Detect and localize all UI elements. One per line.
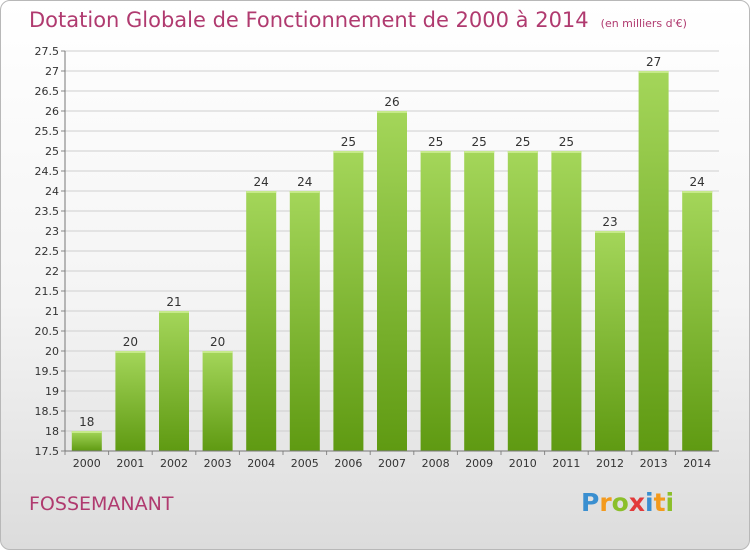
data-label-2003: 20 xyxy=(210,335,225,349)
bar-top-highlight xyxy=(71,431,102,433)
bar-2010 xyxy=(507,151,538,451)
bar-2003 xyxy=(202,351,233,451)
y-tick-label: 26.5 xyxy=(35,85,60,98)
x-tick-label-2013: 2013 xyxy=(640,457,668,470)
y-tick-label: 18.5 xyxy=(35,405,60,418)
x-tick-label-2002: 2002 xyxy=(160,457,188,470)
y-tick-label: 25.5 xyxy=(35,125,60,138)
bar-2012 xyxy=(595,231,625,451)
bar-2002 xyxy=(159,311,189,451)
chart-unit: (en milliers d'€) xyxy=(600,17,687,30)
y-axis-ticks: 17.5 18 18.5 19 19.5 20 20.5 21 21.5 22 22.5 23 23.5… xyxy=(35,45,65,458)
x-tick-label-2003: 2003 xyxy=(204,457,232,470)
bar-top-highlight xyxy=(682,191,713,193)
bar-top-highlight xyxy=(246,191,277,193)
x-tick-label-2011: 2011 xyxy=(552,457,580,470)
x-tick-label-2004: 2004 xyxy=(247,457,275,470)
bar-2011 xyxy=(551,151,582,451)
proxiti-logo: Proxiti xyxy=(581,488,675,517)
y-tick-label: 26 xyxy=(45,105,59,118)
data-label-2000: 18 xyxy=(79,415,94,429)
bar-top-highlight xyxy=(551,151,582,153)
bar-top-highlight xyxy=(333,151,364,153)
y-tick-label: 23 xyxy=(45,225,59,238)
y-tick-label: 27.5 xyxy=(35,45,60,58)
x-axis-ticks: 2000 2001 2002 2003 2004 2005 2006 2007 2008 2009… xyxy=(64,451,711,470)
x-tick-label-2007: 2007 xyxy=(378,457,406,470)
data-labels: 18 20 21 20 24 24 25 26 25 25 25 25 23 27 24 xyxy=(79,55,705,429)
x-tick-label-2010: 2010 xyxy=(509,457,537,470)
y-tick-label: 24.5 xyxy=(35,165,60,178)
bar-2007 xyxy=(377,111,407,451)
bar-2014 xyxy=(682,191,713,451)
data-label-2014: 24 xyxy=(690,175,705,189)
bar-2008 xyxy=(420,151,451,451)
data-label-2009: 25 xyxy=(472,135,487,149)
bar-top-highlight xyxy=(595,231,625,233)
y-tick-label: 18 xyxy=(45,425,59,438)
data-label-2013: 27 xyxy=(646,55,661,69)
bar-2006 xyxy=(333,151,364,451)
x-tick-label-2009: 2009 xyxy=(465,457,493,470)
axes xyxy=(64,51,719,452)
bars xyxy=(71,71,713,451)
x-tick-label-2012: 2012 xyxy=(596,457,624,470)
x-tick-label-2006: 2006 xyxy=(334,457,362,470)
y-tick-label: 21 xyxy=(45,305,59,318)
y-tick-label: 22.5 xyxy=(35,245,60,258)
data-label-2002: 21 xyxy=(166,295,181,309)
y-tick-label: 21.5 xyxy=(35,285,60,298)
data-label-2007: 26 xyxy=(384,95,399,109)
data-label-2001: 20 xyxy=(123,335,138,349)
y-tick-label: 20.5 xyxy=(35,325,60,338)
data-label-2006: 25 xyxy=(341,135,356,149)
y-tick-label: 24 xyxy=(45,185,59,198)
x-tick-label-2014: 2014 xyxy=(683,457,711,470)
y-tick-label: 22 xyxy=(45,265,59,278)
y-tick-label: 25 xyxy=(45,145,59,158)
bar-top-highlight xyxy=(377,111,407,113)
bar-2005 xyxy=(289,191,320,451)
y-tick-label: 27 xyxy=(45,65,59,78)
y-tick-label: 20 xyxy=(45,345,59,358)
chart-title: Dotation Globale de Fonctionnement de 20… xyxy=(29,8,687,32)
bar-2004 xyxy=(246,191,277,451)
chart-title-text: Dotation Globale de Fonctionnement de 20… xyxy=(29,8,589,32)
data-label-2011: 25 xyxy=(559,135,574,149)
bar-top-highlight xyxy=(420,151,451,153)
data-label-2008: 25 xyxy=(428,135,443,149)
commune-name: FOSSEMANANT xyxy=(29,493,174,515)
x-tick-label-2005: 2005 xyxy=(291,457,319,470)
bar-top-highlight xyxy=(289,191,320,193)
bar-top-highlight xyxy=(159,311,189,313)
data-label-2010: 25 xyxy=(515,135,530,149)
bar-2001 xyxy=(115,351,146,451)
bar-top-highlight xyxy=(507,151,538,153)
y-tick-label: 17.5 xyxy=(35,445,60,458)
bar-top-highlight xyxy=(202,351,233,353)
bar-2009 xyxy=(464,151,495,451)
bar-top-highlight xyxy=(115,351,146,353)
bar-2000 xyxy=(71,431,102,451)
x-tick-label-2000: 2000 xyxy=(73,457,101,470)
bar-top-highlight xyxy=(464,151,495,153)
x-tick-label-2001: 2001 xyxy=(116,457,144,470)
bar-2013 xyxy=(638,71,669,451)
y-tick-label: 23.5 xyxy=(35,205,60,218)
bar-top-highlight xyxy=(638,71,669,73)
x-tick-label-2008: 2008 xyxy=(422,457,450,470)
data-label-2005: 24 xyxy=(297,175,312,189)
data-label-2012: 23 xyxy=(602,215,617,229)
y-tick-label: 19 xyxy=(45,385,59,398)
data-label-2004: 24 xyxy=(254,175,269,189)
y-tick-label: 19.5 xyxy=(35,365,60,378)
